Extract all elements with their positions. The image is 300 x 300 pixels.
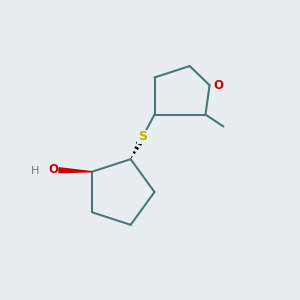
Text: S: S (138, 130, 147, 143)
Polygon shape (59, 168, 92, 172)
Text: H: H (31, 166, 40, 176)
Text: O: O (213, 79, 223, 92)
Text: O: O (48, 164, 58, 176)
